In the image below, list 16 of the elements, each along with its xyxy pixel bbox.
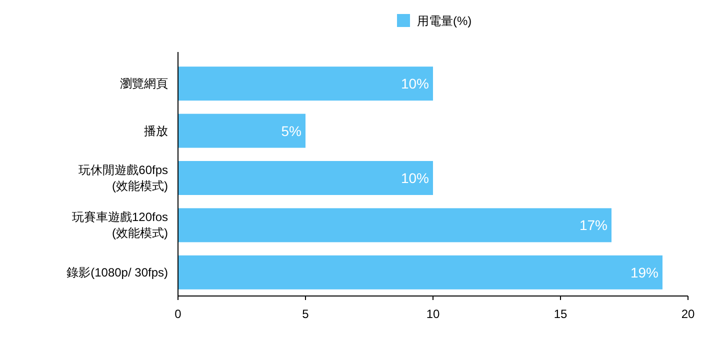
y-tick-label: 瀏覽網頁: [120, 76, 168, 91]
x-tick-label: 5: [302, 307, 310, 321]
y-tick-label: 玩休閒遊戲60fps (效能模式): [78, 163, 168, 193]
y-tick-label: 玩賽車遊戲120fos (效能模式): [72, 210, 168, 240]
x-tick-label: 20: [681, 307, 695, 321]
data-label: 5%: [281, 122, 302, 139]
data-label: 17%: [579, 217, 608, 234]
x-tick-label: 15: [554, 307, 568, 321]
x-tick-label: 10: [426, 307, 440, 321]
data-label: 10%: [400, 170, 429, 186]
y-tick-label: 播放: [144, 124, 168, 138]
x-tick-label: 0: [174, 307, 182, 321]
y-tick-label: 錄影(1080p/ 30fps): [66, 265, 168, 280]
data-label: 10%: [400, 76, 429, 92]
data-label: 19%: [630, 264, 658, 280]
legend-label: 用電量(%): [417, 14, 472, 28]
